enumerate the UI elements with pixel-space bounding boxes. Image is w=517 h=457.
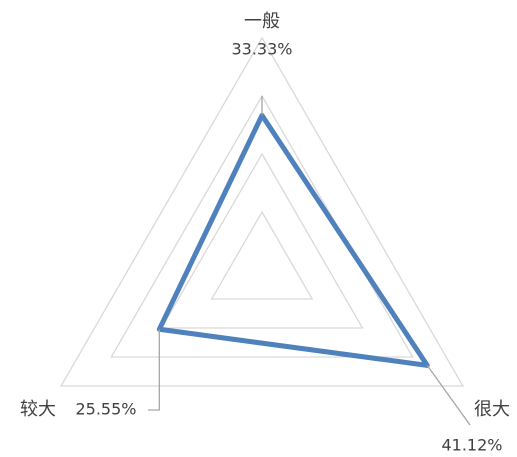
category-label: 较大	[20, 399, 56, 420]
leader-line	[148, 329, 160, 411]
grid-ring	[160, 152, 364, 329]
series-line	[156, 112, 430, 368]
grid-ring	[110, 94, 414, 358]
value-label: 41.12%	[441, 436, 502, 455]
grid-ring	[210, 210, 314, 300]
value-label: 25.55%	[75, 400, 136, 419]
value-label: 33.33%	[231, 40, 292, 59]
category-label: 一般	[244, 11, 280, 32]
leader-line	[426, 365, 471, 426]
category-label: 很大	[474, 399, 510, 420]
grid-ring	[59, 36, 465, 387]
